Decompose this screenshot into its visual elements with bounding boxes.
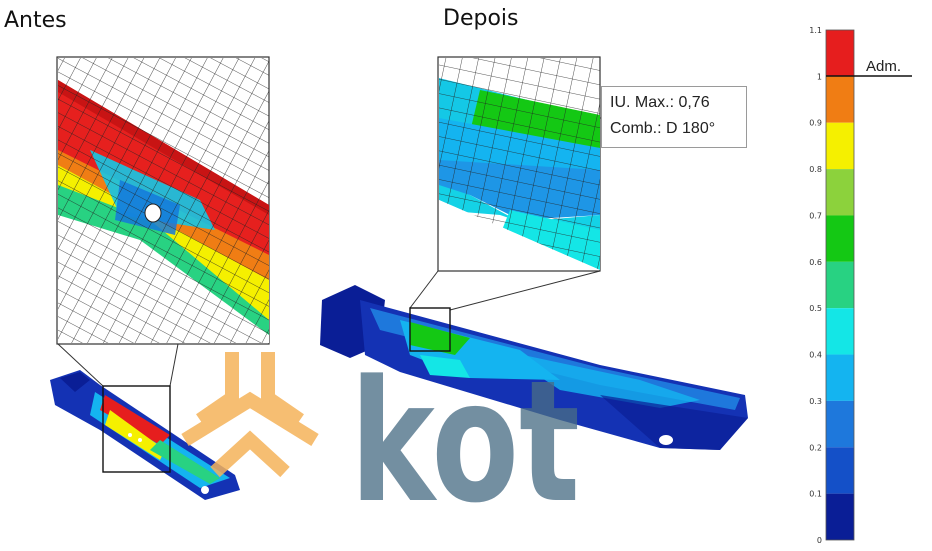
colorbar: 1.1 1 0.9 0.8 0.7 0.6 0.5 0.4 0.3 0.2 0.1 0	[809, 26, 855, 545]
before-zoom-connector-left	[57, 343, 104, 387]
colorbar-band	[826, 400, 854, 448]
before-zoom-region	[102, 385, 171, 473]
colorbar-band	[826, 122, 854, 170]
after-zoom-connector-left	[409, 270, 439, 309]
colorbar-band	[826, 447, 854, 494]
colorbar-tick-label: 0.5	[809, 304, 822, 313]
result-annotation-box: IU. Max.: 0,76 Comb.: D 180°	[601, 86, 747, 148]
after-zoom-panel	[437, 56, 601, 272]
max-utilization-text: IU. Max.: 0,76	[610, 94, 710, 111]
before-model	[50, 370, 240, 500]
admissible-label: Adm.	[866, 58, 902, 75]
after-model	[320, 285, 748, 450]
watermark-logo: kot	[181, 344, 580, 540]
colorbar-tick-label: 1	[817, 72, 822, 81]
before-zoom-panel	[56, 56, 270, 345]
colorbar-tick-label: 0.2	[809, 443, 822, 452]
after-zoom-region	[409, 307, 451, 352]
colorbar-tick-label: 0.8	[809, 165, 822, 174]
before-title: Antes	[4, 8, 67, 33]
colorbar-tick-label: 0.9	[809, 119, 822, 128]
colorbar-tick-label: 0.4	[809, 351, 822, 360]
watermark-symbol-icon	[181, 352, 319, 478]
colorbar-tick-label: 0.3	[809, 397, 822, 406]
colorbar-band	[826, 308, 854, 355]
colorbar-tick-label: 1.1	[809, 26, 822, 35]
colorbar-band	[826, 76, 854, 123]
colorbar-tick-label: 0	[817, 536, 822, 545]
colorbar-band	[826, 30, 854, 77]
colorbar-tick-label: 0.7	[809, 211, 822, 220]
colorbar-tick-label: 0.6	[809, 258, 822, 267]
colorbar-band	[826, 169, 854, 216]
after-title: Depois	[443, 6, 519, 31]
colorbar-band	[826, 261, 854, 309]
watermark-text: kot	[350, 344, 580, 540]
colorbar-band	[826, 493, 854, 540]
before-zoom-connector-right	[169, 343, 179, 387]
after-zoom-connector-right	[449, 270, 601, 311]
colorbar-tick-label: 0.1	[809, 490, 822, 499]
load-combination-text: Comb.: D 180°	[610, 120, 716, 137]
colorbar-band	[826, 354, 854, 401]
colorbar-border	[825, 29, 855, 541]
colorbar-band	[826, 215, 854, 262]
